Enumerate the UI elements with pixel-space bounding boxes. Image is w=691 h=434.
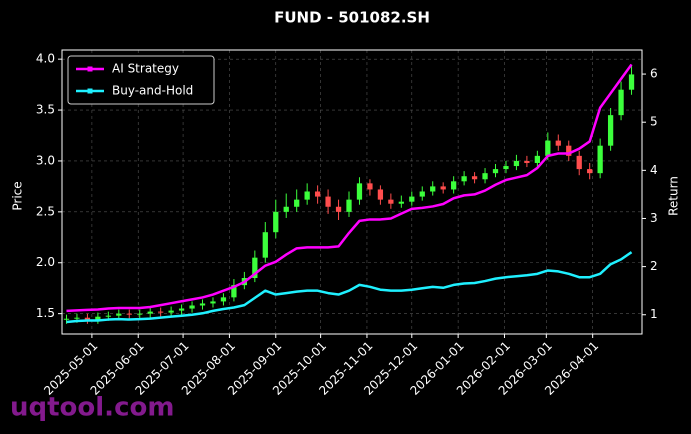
candle-body: [430, 186, 436, 192]
y2-tick-label: 1: [650, 307, 658, 321]
candle-body: [471, 176, 478, 180]
candle-body: [252, 257, 258, 279]
y2-tick-label: 2: [650, 259, 658, 273]
candle-body: [545, 140, 551, 156]
y-tick-label: 2.0: [36, 255, 55, 269]
candle-body: [451, 181, 457, 190]
candle-body: [126, 313, 132, 315]
legend-marker: [87, 88, 93, 94]
y2-tick-label: 6: [650, 67, 658, 81]
y-tick-label: 2.5: [36, 204, 55, 218]
candle-body: [409, 196, 415, 202]
candle-body: [189, 305, 195, 309]
series-line: [66, 251, 633, 324]
candle-body: [220, 297, 227, 302]
candle-body: [587, 169, 593, 174]
y-tick-label: 1.5: [36, 306, 55, 320]
candle-body: [178, 308, 185, 311]
y-tick-label: 3.5: [36, 103, 55, 117]
candle-body: [74, 317, 80, 319]
candle-body: [503, 166, 509, 170]
candle-body: [524, 160, 530, 163]
candle-body: [513, 160, 520, 167]
candle-body: [555, 140, 561, 146]
candle-body: [440, 186, 446, 190]
y-tick-label: 3.0: [36, 153, 55, 167]
plot-frame: [61, 49, 643, 335]
candle-body: [377, 189, 384, 200]
candle-body: [262, 232, 268, 258]
candle-body: [210, 301, 216, 304]
candle-body: [398, 201, 404, 204]
candle-body: [168, 310, 174, 313]
y2-axis-label: Return: [667, 176, 681, 216]
candle-body: [367, 183, 373, 190]
candle-body: [84, 317, 91, 320]
candle-body: [388, 199, 394, 204]
candle-body: [482, 173, 488, 180]
y-axis-label: Price: [11, 181, 25, 210]
legend-box: [67, 55, 215, 105]
candle-body: [147, 311, 153, 314]
candle-body: [137, 313, 143, 315]
candle-body: [294, 199, 300, 207]
candle-body: [116, 313, 122, 316]
candle-body: [95, 316, 101, 320]
candle-body: [576, 155, 582, 170]
candle-body: [419, 191, 425, 197]
legend-marker: [87, 66, 93, 72]
candle-body: [325, 196, 331, 207]
y2-tick-label: 3: [650, 211, 658, 225]
candle-body: [158, 311, 164, 313]
candle-body: [534, 155, 540, 163]
candle-body: [304, 191, 310, 200]
candle-body: [607, 115, 614, 146]
candle-body: [346, 199, 352, 212]
candle-body: [628, 74, 635, 90]
candle-body: [283, 206, 289, 212]
watermark: uqtool.com: [10, 393, 174, 423]
candle-body: [618, 89, 624, 116]
legend-label: AI Strategy: [112, 62, 179, 76]
candle-body: [63, 318, 70, 320]
candle-body: [231, 285, 237, 298]
candle-body: [356, 183, 363, 200]
candle-body: [273, 211, 279, 233]
series-line: [66, 63, 633, 313]
legend-label: Buy-and-Hold: [112, 84, 193, 98]
candle-body: [335, 206, 342, 212]
candle-body: [105, 315, 111, 317]
candle-body: [314, 191, 321, 197]
candle-body: [566, 145, 572, 156]
candle-body: [461, 176, 467, 182]
candle-body: [492, 169, 499, 174]
y-tick-label: 4.0: [36, 52, 55, 66]
candle-body: [199, 303, 206, 306]
y2-tick-label: 4: [650, 163, 658, 177]
candle-body: [597, 145, 603, 174]
y2-tick-label: 5: [650, 115, 658, 129]
chart-title: FUND - 501082.SH: [274, 9, 430, 27]
